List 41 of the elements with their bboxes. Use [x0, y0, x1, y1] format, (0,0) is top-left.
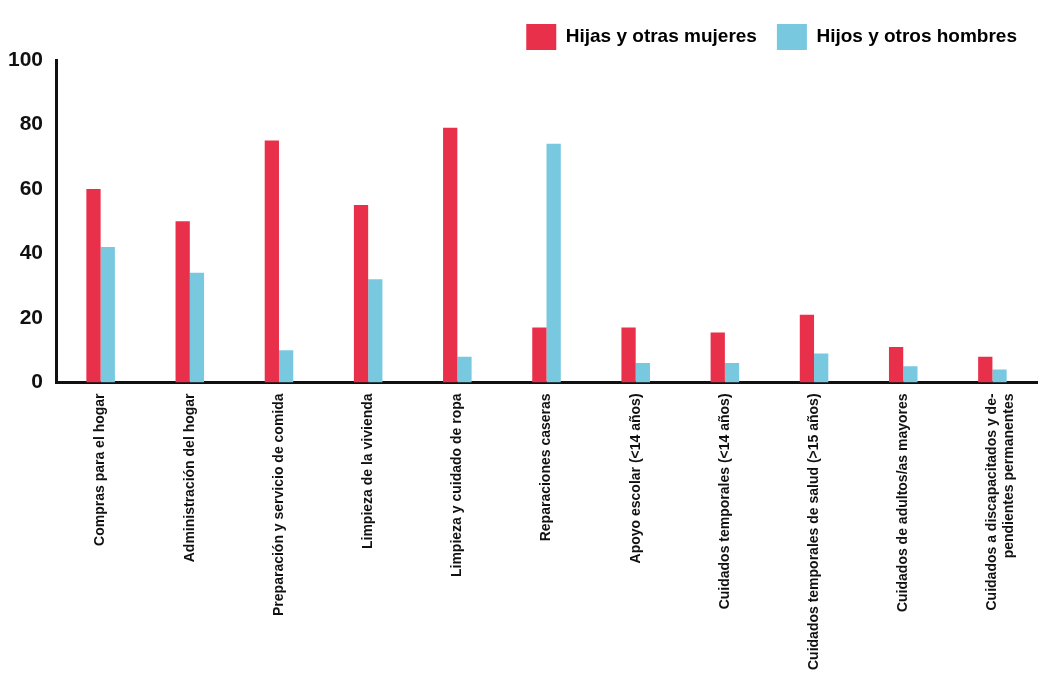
bar [978, 356, 993, 383]
bar [532, 327, 547, 383]
bar [814, 353, 829, 383]
bar [888, 346, 904, 383]
bar [710, 332, 725, 383]
legend-label: Hijos y otros hombres [816, 25, 1018, 47]
x-tick-label: Apoyo escolar (<14 años) [626, 393, 643, 564]
bar [175, 221, 190, 383]
y-tick-label: 100 [7, 46, 44, 70]
x-tick-label: Reparaciones caseras [537, 393, 554, 542]
bar [189, 272, 205, 383]
y-tick-label: 40 [19, 240, 44, 264]
bar [546, 143, 561, 383]
y-tick-label: 20 [19, 304, 44, 328]
bar [903, 366, 918, 383]
y-tick-label: 80 [19, 111, 44, 135]
bar [724, 363, 740, 383]
bar [100, 247, 115, 383]
bar [635, 363, 650, 383]
x-tick-label: Cuidados de adultos/as mayores [894, 393, 911, 613]
x-tick-label: Cuidados temporales de salud (>15 años) [804, 393, 821, 670]
bar [368, 279, 383, 383]
x-tick-label: Preparación y servicio de comida [269, 393, 286, 616]
x-tick-label: Administración del hogar [180, 392, 197, 563]
y-tick-label: 0 [31, 369, 44, 393]
bar [992, 369, 1007, 383]
x-tick-label: Compras para el hogar [91, 392, 108, 546]
x-tick-label: Cuidados a discapacitados y de- pendientes permanentes [983, 393, 1017, 611]
bar [457, 356, 472, 383]
legend-label: Hijas y otras mujeres [565, 25, 757, 47]
bar [278, 350, 294, 383]
x-tick-label: Cuidados temporales (<14 años) [715, 393, 732, 610]
y-tick-label: 60 [19, 175, 44, 199]
x-tick-label: Limpieza y cuidado de ropa [448, 393, 465, 578]
bar [799, 314, 815, 383]
bar [264, 140, 279, 383]
bar [86, 188, 101, 383]
x-tick-label: Limpieza de la vivienda [359, 393, 376, 550]
bar [353, 205, 369, 383]
bar [443, 127, 458, 383]
bar [621, 327, 636, 383]
